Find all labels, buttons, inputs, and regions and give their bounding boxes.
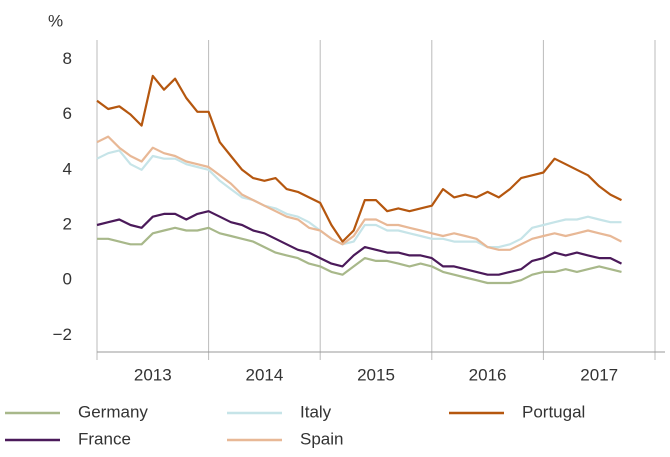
y-tick-label: 2: [63, 214, 72, 233]
series-line: [96, 135, 622, 251]
series-line: [96, 210, 622, 276]
legend-label: Italy: [300, 402, 332, 421]
y-tick-label: 8: [63, 49, 72, 68]
legend-label: France: [78, 429, 131, 448]
y-tick-label: −2: [53, 325, 72, 344]
y-tick-label: 6: [63, 104, 72, 123]
series-line: [96, 149, 622, 249]
x-tick-label: 2014: [245, 365, 283, 384]
y-tick-label: 0: [63, 270, 72, 289]
y-tick-label: 4: [63, 159, 72, 178]
legend-label: Spain: [300, 429, 343, 448]
x-tick-label: 2013: [134, 365, 172, 384]
series-line: [96, 74, 622, 243]
x-tick-label: 2016: [469, 365, 507, 384]
legend-label: Portugal: [522, 402, 585, 421]
x-tick-label: 2015: [357, 365, 395, 384]
legend-label: Germany: [78, 402, 148, 421]
series-line: [97, 226, 622, 285]
y-axis-label: %: [48, 11, 63, 30]
x-tick-label: 2017: [580, 365, 618, 384]
